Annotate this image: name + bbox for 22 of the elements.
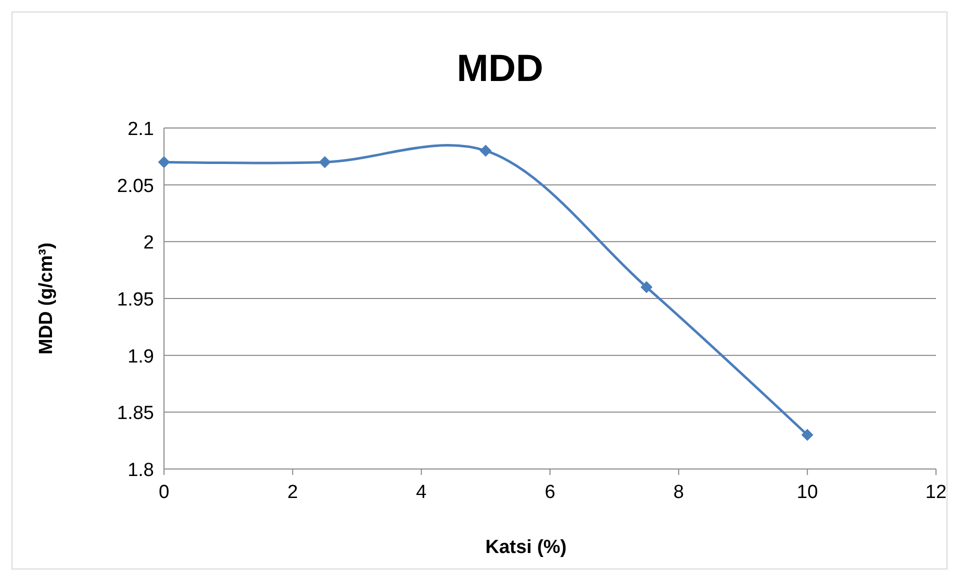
x-tick-label: 2 — [287, 482, 298, 503]
y-tick-label: 1.85 — [117, 403, 154, 424]
point — [480, 144, 492, 157]
x-tick-label: 8 — [673, 482, 684, 503]
y-tick-label: 2 — [143, 232, 154, 254]
y-tick-label: 1.8 — [128, 460, 154, 481]
y-axis-title: MDD (g/cm³) — [36, 242, 57, 354]
x-tick-label: 12 — [925, 482, 947, 503]
y-tick-label: 1.95 — [117, 290, 154, 310]
y-tick-label: 2.1 — [128, 119, 154, 140]
x-axis-title: Katsi (%) — [485, 537, 567, 558]
x-tick-label: 10 — [796, 482, 818, 503]
y-tick-label: 2.05 — [117, 176, 154, 197]
x-tick-label: 4 — [416, 482, 428, 503]
chart-title: MDD — [456, 48, 544, 90]
x-tick-label: 6 — [544, 482, 556, 503]
point — [801, 428, 814, 441]
point — [640, 281, 652, 294]
x-tick-label: 0 — [158, 482, 170, 503]
y-tick-label: 1.9 — [128, 346, 154, 368]
point — [158, 156, 170, 168]
point — [318, 156, 331, 168]
